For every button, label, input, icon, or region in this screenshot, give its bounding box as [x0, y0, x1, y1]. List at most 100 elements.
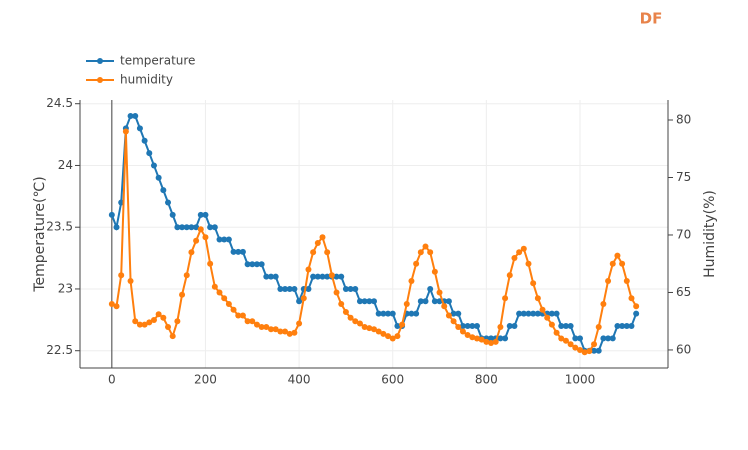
- point: [567, 341, 574, 348]
- point: [520, 245, 527, 252]
- point: [118, 272, 125, 279]
- point: [258, 323, 265, 330]
- point: [488, 335, 495, 342]
- x-tick-label: 600: [381, 373, 404, 387]
- point: [314, 240, 321, 247]
- point: [188, 249, 195, 256]
- point: [263, 273, 270, 280]
- point: [225, 300, 232, 307]
- point: [417, 249, 424, 256]
- y2-axis-title: Humidity(%): [702, 190, 718, 278]
- point: [361, 323, 368, 330]
- point: [473, 335, 480, 342]
- point: [483, 338, 490, 345]
- point: [591, 347, 598, 354]
- legend-marker: [97, 77, 103, 83]
- point: [459, 328, 466, 335]
- point: [305, 285, 312, 292]
- legend-label: humidity: [120, 73, 173, 87]
- y-tick-label: 22.5: [46, 343, 73, 357]
- point: [230, 306, 237, 313]
- point: [581, 349, 588, 356]
- point: [300, 295, 307, 302]
- point: [216, 289, 223, 296]
- point: [600, 300, 607, 307]
- point: [179, 291, 186, 298]
- point: [356, 320, 363, 327]
- point: [399, 321, 406, 328]
- point: [160, 187, 167, 194]
- point: [595, 347, 602, 354]
- point: [216, 236, 223, 243]
- point: [230, 248, 237, 255]
- point: [272, 273, 279, 280]
- point: [268, 326, 275, 333]
- point: [628, 295, 635, 302]
- point: [375, 328, 382, 335]
- point: [572, 335, 579, 342]
- point: [179, 224, 186, 231]
- point: [155, 311, 162, 318]
- point: [225, 236, 232, 243]
- point: [127, 277, 134, 284]
- series-line: [111, 131, 638, 354]
- point: [253, 261, 260, 268]
- point: [197, 211, 204, 218]
- point: [455, 323, 462, 330]
- point: [534, 295, 541, 302]
- point: [235, 248, 242, 255]
- point: [136, 321, 143, 328]
- point: [127, 113, 134, 120]
- x-tick-label: 1000: [565, 373, 596, 387]
- point: [605, 277, 612, 284]
- point: [525, 310, 532, 317]
- point: [169, 211, 176, 218]
- point: [614, 252, 621, 259]
- point: [375, 310, 382, 317]
- point: [305, 266, 312, 273]
- point: [347, 314, 354, 321]
- point: [478, 336, 485, 343]
- point: [422, 298, 429, 305]
- point: [558, 323, 565, 330]
- point: [333, 289, 340, 296]
- point: [146, 319, 153, 326]
- point: [239, 248, 246, 255]
- point: [413, 260, 420, 267]
- point: [146, 150, 153, 157]
- point: [338, 300, 345, 307]
- point: [122, 128, 129, 135]
- point: [361, 298, 368, 305]
- point: [286, 285, 293, 292]
- point: [609, 260, 616, 267]
- y-tick-label: 24: [58, 158, 73, 172]
- point: [352, 318, 359, 325]
- point: [132, 318, 139, 325]
- point: [165, 323, 172, 330]
- point: [282, 285, 289, 292]
- y2-tick-label: 80: [676, 113, 691, 127]
- point: [534, 310, 541, 317]
- point: [525, 260, 532, 267]
- point: [576, 346, 583, 353]
- point: [249, 261, 256, 268]
- point: [623, 323, 630, 330]
- y2-tick-label: 75: [676, 170, 691, 184]
- point: [207, 224, 214, 231]
- point: [380, 330, 387, 337]
- point: [628, 323, 635, 330]
- point: [324, 249, 331, 256]
- point: [408, 310, 415, 317]
- point: [268, 273, 275, 280]
- point: [338, 273, 345, 280]
- point: [221, 236, 228, 243]
- point: [609, 335, 616, 342]
- point: [333, 273, 340, 280]
- point: [188, 224, 195, 231]
- y-tick-label: 23.5: [46, 220, 73, 234]
- point: [445, 312, 452, 319]
- point: [403, 300, 410, 307]
- point: [605, 335, 612, 342]
- point: [576, 335, 583, 342]
- point: [277, 285, 284, 292]
